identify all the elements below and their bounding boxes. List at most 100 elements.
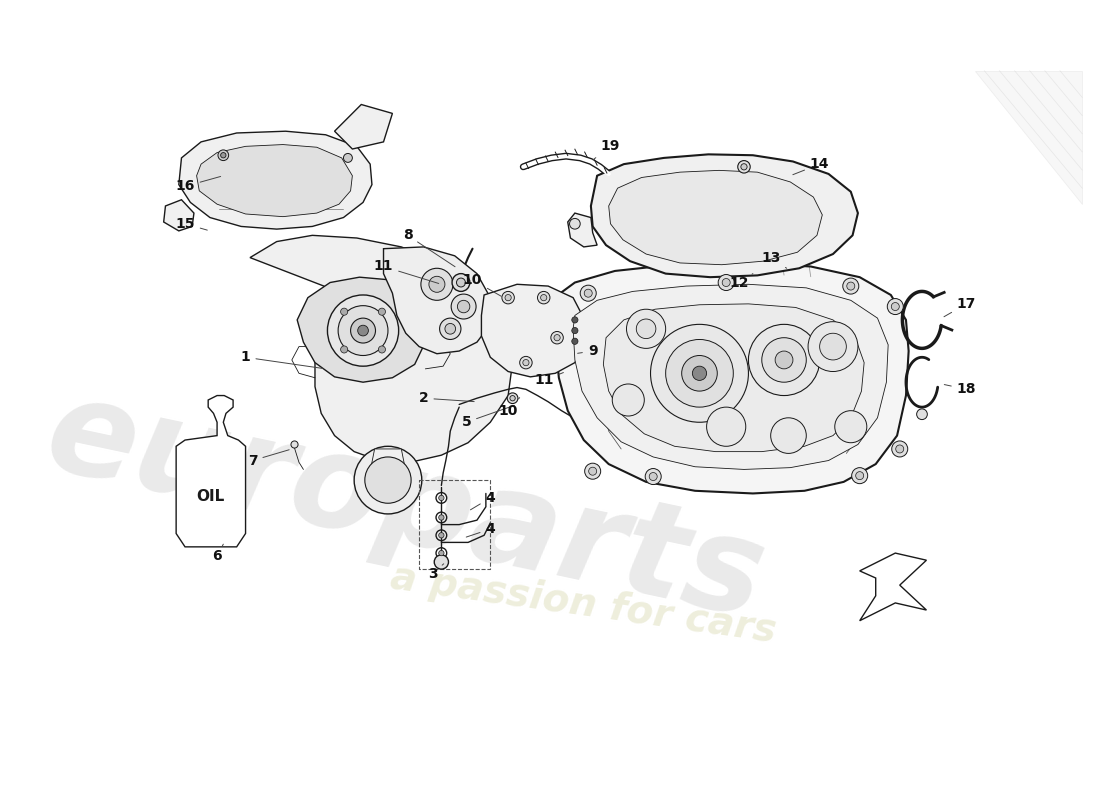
Text: 16: 16	[175, 177, 221, 194]
Circle shape	[440, 318, 461, 339]
Polygon shape	[179, 131, 372, 229]
Circle shape	[588, 467, 596, 475]
Circle shape	[341, 308, 348, 315]
Polygon shape	[976, 70, 1082, 204]
Text: 17: 17	[944, 297, 976, 317]
Circle shape	[892, 441, 907, 457]
Circle shape	[762, 338, 806, 382]
Circle shape	[365, 457, 411, 503]
Polygon shape	[334, 105, 393, 149]
Circle shape	[434, 555, 449, 569]
Text: 7: 7	[248, 450, 289, 467]
Circle shape	[572, 338, 578, 344]
Circle shape	[540, 294, 547, 301]
Circle shape	[706, 407, 746, 446]
Text: 3: 3	[428, 564, 443, 581]
Circle shape	[522, 359, 529, 366]
Circle shape	[646, 469, 661, 485]
Polygon shape	[371, 449, 406, 471]
Text: europarts: europarts	[35, 369, 776, 645]
Circle shape	[843, 278, 859, 294]
Circle shape	[627, 310, 666, 348]
Circle shape	[378, 346, 385, 353]
Polygon shape	[573, 284, 888, 470]
Text: OIL: OIL	[197, 489, 226, 504]
Circle shape	[741, 164, 747, 170]
Circle shape	[378, 308, 385, 315]
Circle shape	[808, 322, 858, 371]
Text: a passion for cars: a passion for cars	[388, 559, 779, 650]
Circle shape	[613, 384, 645, 416]
Text: 10: 10	[463, 273, 502, 296]
Circle shape	[341, 346, 348, 353]
Circle shape	[505, 294, 512, 301]
Text: 10: 10	[498, 398, 519, 418]
Circle shape	[650, 324, 748, 422]
Polygon shape	[164, 200, 194, 231]
Polygon shape	[608, 170, 823, 265]
Polygon shape	[297, 277, 426, 382]
Text: 19: 19	[593, 139, 620, 160]
Circle shape	[856, 472, 864, 480]
Text: 4: 4	[471, 491, 495, 510]
Circle shape	[572, 317, 578, 323]
Circle shape	[748, 324, 820, 395]
Polygon shape	[250, 235, 513, 462]
Circle shape	[723, 278, 730, 286]
Circle shape	[636, 319, 656, 338]
Text: 12: 12	[729, 274, 752, 290]
Circle shape	[439, 550, 444, 556]
Text: 11: 11	[374, 259, 439, 283]
Text: 18: 18	[944, 382, 976, 396]
Circle shape	[429, 276, 444, 292]
Circle shape	[776, 351, 793, 369]
Polygon shape	[591, 154, 858, 277]
Circle shape	[510, 395, 515, 401]
Text: 6: 6	[212, 544, 223, 562]
Circle shape	[328, 295, 398, 366]
Circle shape	[519, 356, 532, 369]
Text: 8: 8	[403, 228, 455, 266]
Text: 13: 13	[761, 250, 786, 268]
Circle shape	[835, 410, 867, 442]
Circle shape	[895, 445, 904, 453]
Polygon shape	[176, 395, 245, 547]
Circle shape	[292, 441, 298, 448]
Circle shape	[338, 306, 388, 355]
Circle shape	[847, 282, 855, 290]
Circle shape	[570, 218, 580, 229]
Circle shape	[444, 323, 455, 334]
Text: 11: 11	[534, 373, 563, 387]
Polygon shape	[604, 304, 865, 452]
Circle shape	[554, 334, 560, 341]
Circle shape	[580, 285, 596, 302]
Circle shape	[666, 339, 734, 407]
Circle shape	[502, 291, 515, 304]
Circle shape	[439, 533, 444, 538]
Circle shape	[682, 355, 717, 391]
Polygon shape	[860, 553, 926, 621]
Text: 2: 2	[419, 391, 474, 406]
Polygon shape	[384, 247, 491, 354]
Text: 9: 9	[578, 344, 597, 358]
Circle shape	[354, 446, 421, 514]
Circle shape	[218, 150, 229, 161]
Circle shape	[851, 468, 868, 484]
Circle shape	[439, 515, 444, 520]
Polygon shape	[482, 284, 585, 377]
Text: 14: 14	[793, 157, 829, 174]
Circle shape	[820, 334, 846, 360]
Polygon shape	[197, 145, 352, 217]
Circle shape	[458, 300, 470, 313]
Text: 5: 5	[461, 406, 515, 430]
Circle shape	[343, 154, 352, 162]
Circle shape	[358, 326, 368, 336]
Circle shape	[421, 268, 453, 300]
Circle shape	[692, 366, 706, 381]
Circle shape	[507, 393, 518, 403]
Circle shape	[351, 318, 375, 343]
Circle shape	[718, 274, 734, 290]
Circle shape	[439, 495, 444, 501]
Circle shape	[891, 302, 900, 310]
Text: 1: 1	[241, 350, 323, 369]
